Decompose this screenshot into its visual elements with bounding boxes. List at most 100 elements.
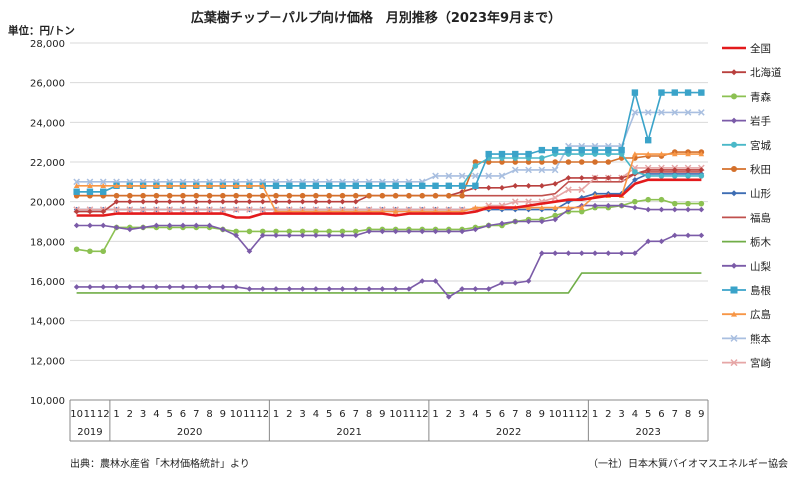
data-point — [658, 196, 665, 203]
data-point — [552, 159, 558, 165]
data-point — [565, 159, 572, 165]
x-tick-label: 5 — [486, 409, 492, 420]
data-point — [539, 250, 545, 257]
data-point — [299, 228, 306, 235]
data-point — [206, 206, 213, 213]
data-point — [645, 151, 651, 157]
x-tick-label: 1 — [432, 409, 438, 420]
legend-label: 広島 — [750, 308, 771, 321]
data-point — [472, 204, 479, 210]
data-point — [193, 192, 200, 199]
data-point — [99, 178, 107, 186]
data-point — [140, 224, 146, 231]
data-point — [127, 192, 133, 199]
legend-label: 北海道 — [750, 66, 782, 79]
data-point — [259, 198, 266, 205]
data-point — [525, 183, 532, 189]
data-point — [472, 159, 479, 165]
data-point — [578, 159, 585, 165]
y-tick-label: 20,000 — [30, 198, 65, 209]
data-point — [153, 284, 160, 290]
data-point — [512, 218, 519, 225]
data-point — [578, 208, 585, 215]
data-point — [73, 284, 80, 290]
data-point — [73, 188, 80, 195]
x-tick-label: 9 — [539, 409, 545, 420]
data-point — [86, 178, 94, 186]
x-year-label: 2021 — [336, 427, 361, 438]
data-point — [87, 208, 93, 215]
legend-item: 山形 — [722, 188, 771, 200]
data-point — [366, 286, 372, 292]
data-point — [730, 334, 738, 342]
data-point — [632, 151, 638, 157]
data-point — [206, 183, 213, 189]
data-point — [299, 286, 306, 292]
data-point — [658, 238, 665, 245]
data-point — [578, 250, 585, 257]
data-point — [645, 173, 651, 179]
data-point — [87, 222, 93, 229]
data-point — [326, 198, 332, 205]
legend-item: 熊本 — [722, 332, 771, 345]
data-point — [685, 200, 691, 207]
legend-item: 北海道 — [722, 66, 782, 79]
x-tick-label: 9 — [379, 409, 385, 420]
data-point — [632, 198, 638, 205]
data-point — [299, 198, 306, 205]
data-point — [193, 183, 200, 189]
data-point — [499, 184, 505, 191]
data-point — [246, 192, 253, 199]
legend-item: 宮城 — [722, 139, 771, 152]
legend-item: 全国 — [722, 42, 771, 55]
data-point — [179, 206, 187, 213]
data-point — [446, 228, 452, 235]
data-point — [445, 172, 453, 180]
data-point — [206, 284, 213, 290]
data-point — [246, 248, 253, 255]
data-point — [352, 198, 359, 205]
data-point — [392, 228, 399, 235]
data-point — [658, 206, 665, 213]
data-point — [592, 202, 598, 209]
data-point — [100, 248, 107, 255]
data-point — [472, 226, 479, 233]
data-point — [671, 206, 678, 213]
data-point — [685, 206, 691, 213]
data-point — [565, 186, 572, 194]
data-point — [180, 183, 186, 189]
data-point — [153, 222, 160, 229]
data-point — [498, 172, 506, 180]
data-point — [552, 212, 558, 219]
data-point — [472, 163, 479, 169]
data-point — [685, 232, 691, 239]
data-point — [592, 159, 598, 165]
data-point — [166, 183, 173, 189]
data-point — [339, 232, 346, 239]
data-point — [539, 159, 545, 165]
x-tick-label: 1 — [113, 409, 119, 420]
data-point — [565, 146, 572, 154]
series-path — [76, 151, 702, 197]
legend-item: 広島 — [722, 308, 771, 321]
data-point — [406, 286, 412, 292]
data-point — [233, 284, 239, 290]
series-line — [73, 232, 705, 300]
data-point — [538, 166, 546, 174]
data-point — [552, 181, 558, 187]
data-point — [73, 183, 80, 189]
data-point — [578, 175, 585, 181]
data-point — [113, 206, 120, 213]
series-path — [76, 153, 702, 213]
data-point — [605, 202, 612, 209]
data-point — [446, 192, 452, 199]
x-tick-label: 9 — [220, 409, 226, 420]
data-point — [432, 172, 439, 180]
data-point — [273, 232, 279, 239]
data-point — [632, 204, 638, 211]
data-point — [286, 286, 293, 292]
x-tick-label: 2 — [605, 409, 611, 420]
x-tick-label: 7 — [512, 409, 518, 420]
x-tick-label: 4 — [632, 409, 638, 420]
data-point — [352, 192, 359, 199]
